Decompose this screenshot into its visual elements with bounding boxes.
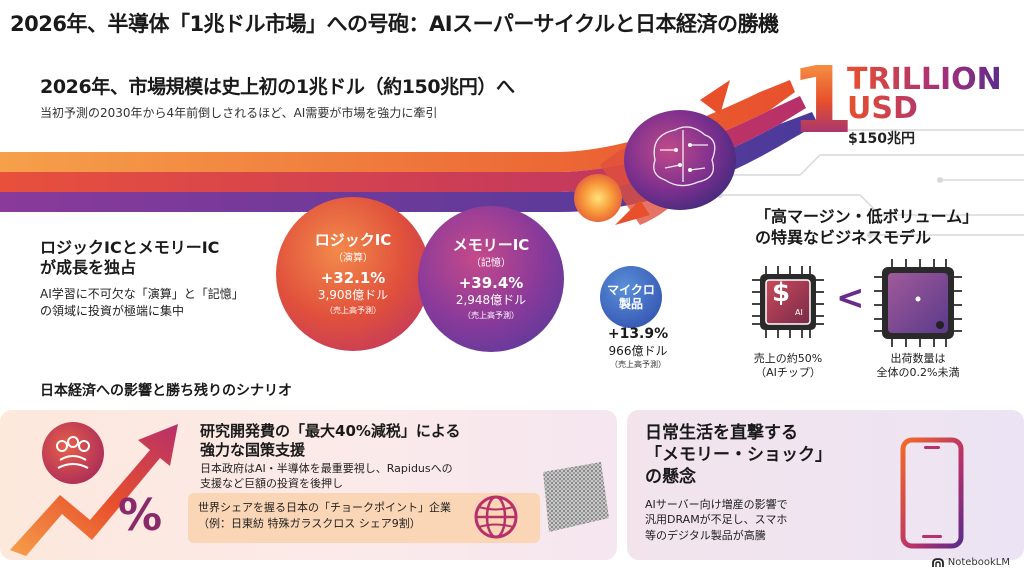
- trillion-label: TRILLION USD: [847, 62, 1002, 126]
- growth-text: AI学習に不可欠な「演算」と「記憶」 の領域に投資が極端に集中: [40, 287, 244, 319]
- micro-products-circle: マイクロ 製品: [600, 266, 662, 328]
- micro-stats: +13.9% 966億ドル （売上高予測）: [607, 326, 669, 369]
- headline-subtitle: 当初予測の2030年から4年前倒しされるほど、AI需要が市場を強力に牽引: [40, 106, 438, 120]
- government-seal-icon: [42, 422, 104, 484]
- memory-chip-icon: [874, 259, 962, 347]
- globe-icon: [474, 495, 518, 539]
- ai-share-caption: 売上の約50% （AIチップ）: [753, 352, 823, 380]
- business-model-title: 「高マージン・低ボリューム」 の特異なビジネスモデル: [755, 207, 979, 247]
- glass-cloth-icon: [543, 462, 609, 532]
- main-title: 2026年、半導体「1兆ドル市場」への号砲：AIスーパーサイクルと日本経済の勝機: [10, 12, 779, 36]
- rising-arrow-icon: [10, 424, 178, 556]
- trillion-yen: $150兆円: [848, 131, 915, 147]
- ai-chip-symbol: $: [772, 278, 791, 308]
- smartphone-icon: [900, 437, 964, 549]
- japan-section-heading: 日本経済への影響と勝ち残りのシナリオ: [40, 383, 292, 399]
- volume-share-caption: 出荷数量は 全体の0.2%未満: [876, 352, 960, 380]
- memory-shock-title: 日常生活を直撃する 「メモリー・ショック」 の懸念: [645, 423, 832, 488]
- trillion-big-number: 1: [790, 47, 855, 154]
- notebooklm-watermark: NotebookLM: [931, 557, 1010, 568]
- headline-title: 2026年、市場規模は史上初の1兆ドル（約150兆円）へ: [40, 76, 515, 98]
- ai-chip-icon: [752, 266, 824, 338]
- policy-title: 研究開発費の「最大40%減税」による 強力な国策支援: [200, 422, 461, 459]
- chokepoint-text: 世界シェアを握る日本の「チョークポイント」企業 （例：日東紡 特殊ガラスクロス …: [198, 501, 451, 530]
- memory-ic-circle: メモリーIC （記憶） +39.4% 2,948億ドル （売上高予測）: [418, 206, 564, 352]
- ai-chip-label: AI: [795, 308, 803, 317]
- compare-symbol: <: [836, 278, 865, 318]
- policy-text: 日本政府はAI・半導体を最重要視し、Rapidusへの 支援など巨額の投資を後押…: [200, 462, 453, 491]
- memory-shock-panel: [627, 410, 1024, 560]
- growth-title: ロジックICとメモリーIC が成長を独占: [40, 238, 220, 277]
- brain-circuit-icon: [653, 126, 716, 187]
- percent-symbol: %: [118, 490, 163, 541]
- growth-section: ロジックICとメモリーIC が成長を独占 AI学習に不可欠な「演算」と「記憶」 …: [40, 238, 244, 321]
- logic-ic-circle: ロジックIC （演算） +32.1% 3,908億ドル （売上高予測）: [276, 197, 430, 351]
- memory-shock-text: AIサーバー向け増産の影響で 汎用DRAMが不足し、スマホ 等のデジタル製品が高…: [645, 498, 788, 542]
- notebooklm-logo-icon: [931, 557, 944, 567]
